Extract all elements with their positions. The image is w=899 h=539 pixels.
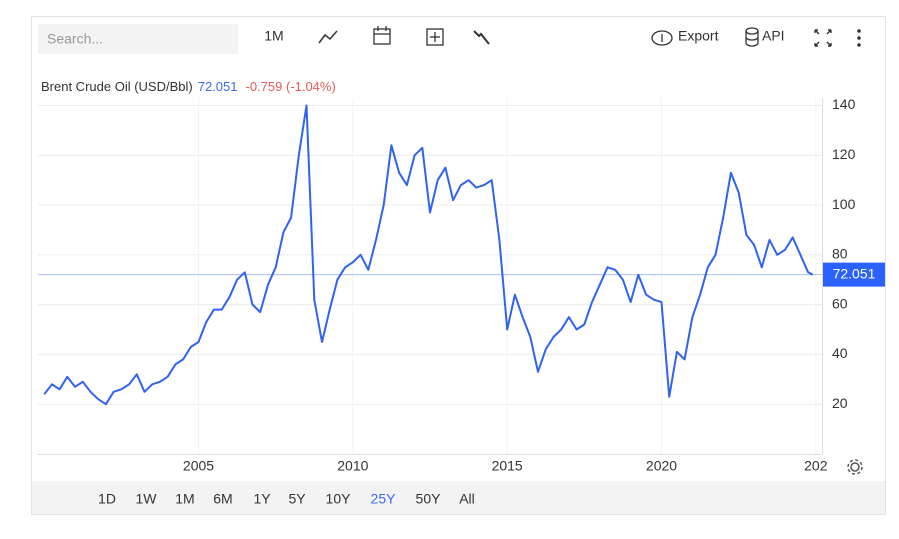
export-icon[interactable] [651,30,673,46]
panel [31,16,886,515]
y-tick-label: 100 [832,196,856,212]
menu-icon[interactable] [857,29,861,47]
calendar-icon[interactable] [373,26,391,45]
range-option[interactable]: 5Y [288,491,306,507]
y-tick-label: 20 [832,395,848,411]
range-bar [32,481,885,514]
y-tick-label: 60 [832,295,848,311]
x-tick-label: 2005 [183,458,214,474]
range-option[interactable]: 10Y [326,491,352,507]
tools-icon[interactable] [473,30,490,45]
interval-button[interactable]: 1M [264,28,283,44]
api-button[interactable]: API [762,28,785,44]
range-option[interactable]: 6M [213,491,232,507]
range-option[interactable]: 1W [136,491,158,507]
api-icon[interactable] [745,27,759,47]
range-option[interactable]: 50Y [416,491,442,507]
range-option[interactable]: 25Y [371,491,397,507]
x-tick-label: 2020 [646,458,677,474]
chart-header: Brent Crude Oil (USD/Bbl) 72.051 -0.759 (-… [41,79,336,94]
fullscreen-icon[interactable] [814,29,832,47]
y-tick-label: 120 [832,146,856,162]
range-option[interactable]: 1M [175,491,194,507]
last-value: 72.051 [198,79,238,94]
x-tick-label: 2010 [337,458,368,474]
search-box[interactable] [38,24,238,54]
chart-title: Brent Crude Oil (USD/Bbl) [41,79,193,94]
range-option[interactable]: 1Y [253,491,271,507]
last-value-box [823,262,885,287]
y-tick-label: 80 [832,246,848,262]
range-option[interactable]: 1D [98,491,116,507]
x-tick-label: 202 [804,458,828,474]
settings-icon[interactable] [847,459,863,475]
price-line [43,104,814,406]
chart-type-icon[interactable] [318,30,338,44]
export-button[interactable]: Export [678,28,719,44]
search-placeholder: Search... [47,31,103,47]
y-tick-label: 40 [832,345,848,361]
add-icon[interactable] [426,28,444,46]
range-option[interactable]: All [459,491,475,507]
change: -0.759 (-1.04%) [245,79,335,94]
x-tick-label: 2015 [492,458,523,474]
last-value-label: 72.051 [833,265,876,281]
y-tick-label: 140 [832,96,856,112]
